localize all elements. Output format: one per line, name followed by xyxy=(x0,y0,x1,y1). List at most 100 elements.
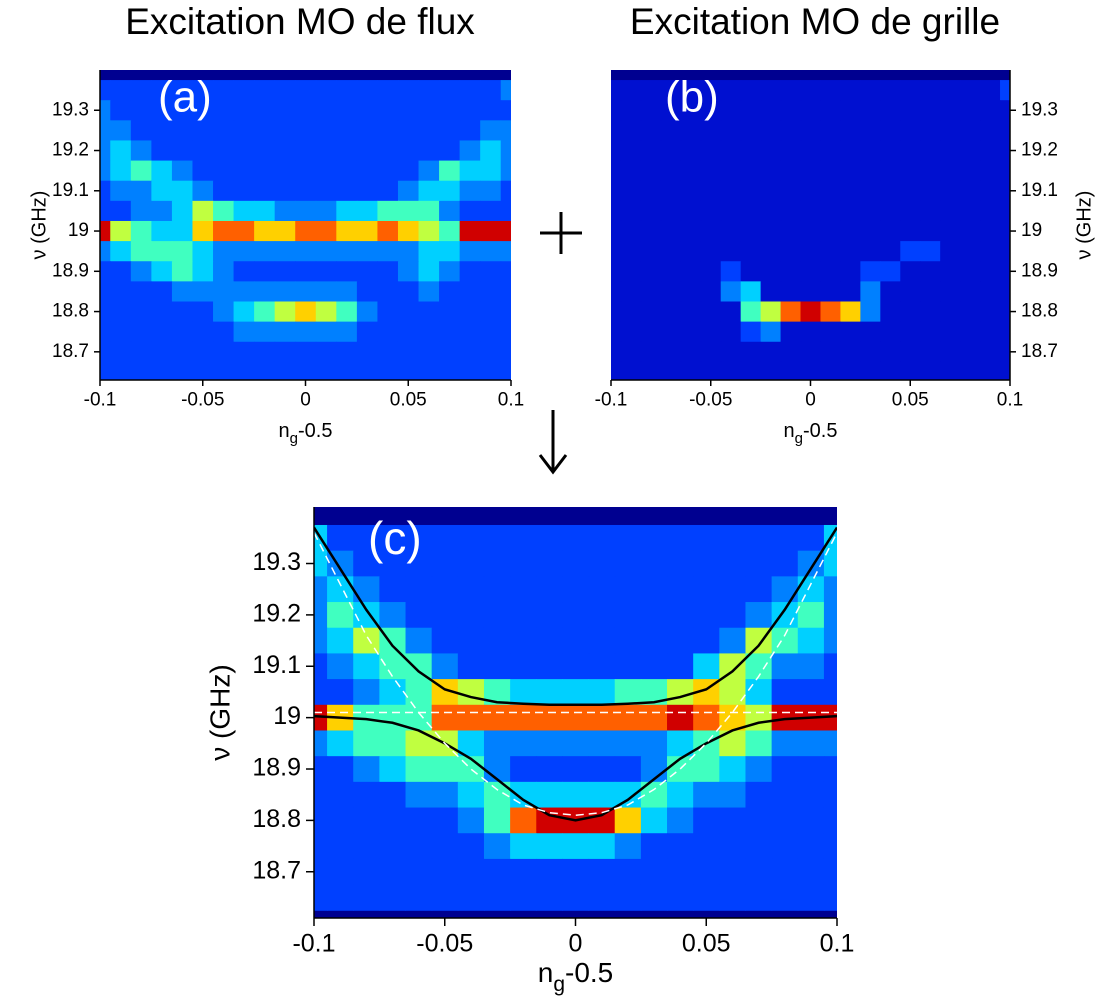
heatmap-cell xyxy=(900,301,921,323)
heatmap-cell xyxy=(693,602,720,629)
heatmap-cell xyxy=(771,653,799,680)
heatmap-cell xyxy=(377,341,399,363)
heatmap-cell xyxy=(980,321,1001,343)
heatmap-cell xyxy=(353,756,380,783)
heatmap-cell xyxy=(480,281,502,302)
heatmap-cell xyxy=(356,241,378,262)
heatmap-cell xyxy=(233,80,255,101)
heatmap-cell xyxy=(151,261,173,282)
heatmap-cell xyxy=(880,80,901,101)
heatmap-cell xyxy=(680,140,702,162)
heatmap-cell xyxy=(640,160,662,182)
heatmap-cell xyxy=(800,261,821,282)
heatmap-cell xyxy=(405,781,433,809)
heatmap-cell xyxy=(771,807,799,834)
heatmap-cell xyxy=(110,301,132,323)
heatmap-cell xyxy=(797,602,825,629)
heatmap-cell xyxy=(611,80,622,101)
heatmap-cell xyxy=(418,220,440,242)
heatmap-cell xyxy=(745,884,773,911)
y-tick-label: 18.9 xyxy=(52,260,89,281)
heatmap-cell xyxy=(315,100,337,121)
heatmap-cell xyxy=(457,653,485,680)
heatmap-cell xyxy=(254,80,276,101)
heatmap-cell xyxy=(353,858,380,886)
heatmap-cell xyxy=(510,524,537,552)
heatmap-cell xyxy=(233,261,255,282)
heatmap-cell xyxy=(536,653,563,680)
heatmap-cell xyxy=(611,120,622,141)
heatmap-cell xyxy=(274,180,296,202)
heatmap-cell xyxy=(771,602,799,629)
heatmap-cell xyxy=(315,80,337,101)
x-axis-label: ng-0.5 xyxy=(784,420,838,447)
heatmap-cell xyxy=(780,321,802,343)
heatmap-cell xyxy=(110,261,132,282)
heatmap-cell xyxy=(418,281,440,302)
heatmap-cell xyxy=(254,341,276,363)
heatmap-cell xyxy=(940,140,961,162)
heatmap-cell xyxy=(274,220,296,242)
heatmap-cell xyxy=(336,321,358,343)
heatmap-cell xyxy=(254,321,276,343)
heatmap-cell xyxy=(797,576,825,603)
fit-curve xyxy=(314,532,837,817)
heatmap-cell xyxy=(700,261,722,282)
heatmap-cell xyxy=(480,200,502,222)
heatmap-cell xyxy=(418,261,440,282)
heatmap-cell xyxy=(100,341,111,363)
heatmap-cell xyxy=(693,807,720,834)
heatmap-cell xyxy=(100,140,111,162)
heatmap-cell xyxy=(536,524,563,552)
heatmap-cell xyxy=(640,140,662,162)
heatmap-cell xyxy=(823,704,837,731)
heatmap-cell xyxy=(620,301,642,323)
heatmap-cell xyxy=(960,341,981,363)
x-tick-label: -0.05 xyxy=(416,929,473,957)
heatmap-cell xyxy=(940,160,961,182)
heatmap-cell xyxy=(233,120,255,141)
heatmap-cell xyxy=(295,120,317,141)
heatmap-cell xyxy=(480,100,502,121)
heatmap-cell xyxy=(510,704,537,731)
x-tick-label: 0.05 xyxy=(390,389,427,410)
heatmap-cell xyxy=(480,80,502,101)
heatmap-cell xyxy=(719,833,746,860)
heatmap-cell xyxy=(274,200,296,222)
heatmap-cell xyxy=(614,858,642,886)
heatmap-cell xyxy=(614,679,642,706)
heatmap-cell xyxy=(800,140,821,162)
heatmap-cell xyxy=(940,120,961,141)
heatmap-cell xyxy=(760,140,782,162)
heatmap-cell xyxy=(920,100,941,121)
heatmap-cell xyxy=(860,180,881,202)
heatmap-cell xyxy=(860,80,881,101)
heatmap-cell xyxy=(1000,140,1010,162)
heatmap-cell xyxy=(439,341,461,363)
heatmap-cell xyxy=(920,220,941,242)
heatmap-cell xyxy=(439,100,461,121)
heatmap-cell xyxy=(500,160,511,182)
x-tick-label: -0.05 xyxy=(181,389,224,410)
heatmap-cell xyxy=(960,100,981,121)
heatmap-cell xyxy=(405,858,433,886)
heatmap-cell xyxy=(254,301,276,323)
heatmap-cell xyxy=(418,140,440,162)
heatmap-cell xyxy=(940,220,961,242)
heatmap-cell xyxy=(940,180,961,202)
heatmap-cell xyxy=(377,220,399,242)
heatmap-cell xyxy=(980,361,1001,380)
heatmap-cell xyxy=(900,261,921,282)
heatmap-cell xyxy=(614,756,642,783)
heatmap-cell xyxy=(780,140,802,162)
heatmap-cell xyxy=(780,361,802,380)
heatmap-cell xyxy=(254,140,276,162)
heatmap-cell xyxy=(295,160,317,182)
heatmap-cell xyxy=(660,241,682,262)
heatmap-cell xyxy=(314,679,328,706)
heatmap-cell xyxy=(640,281,662,302)
heatmap-cell xyxy=(151,140,173,162)
heatmap-cell xyxy=(760,100,782,121)
heatmap-cell xyxy=(860,361,881,380)
heatmap-cell xyxy=(620,100,642,121)
